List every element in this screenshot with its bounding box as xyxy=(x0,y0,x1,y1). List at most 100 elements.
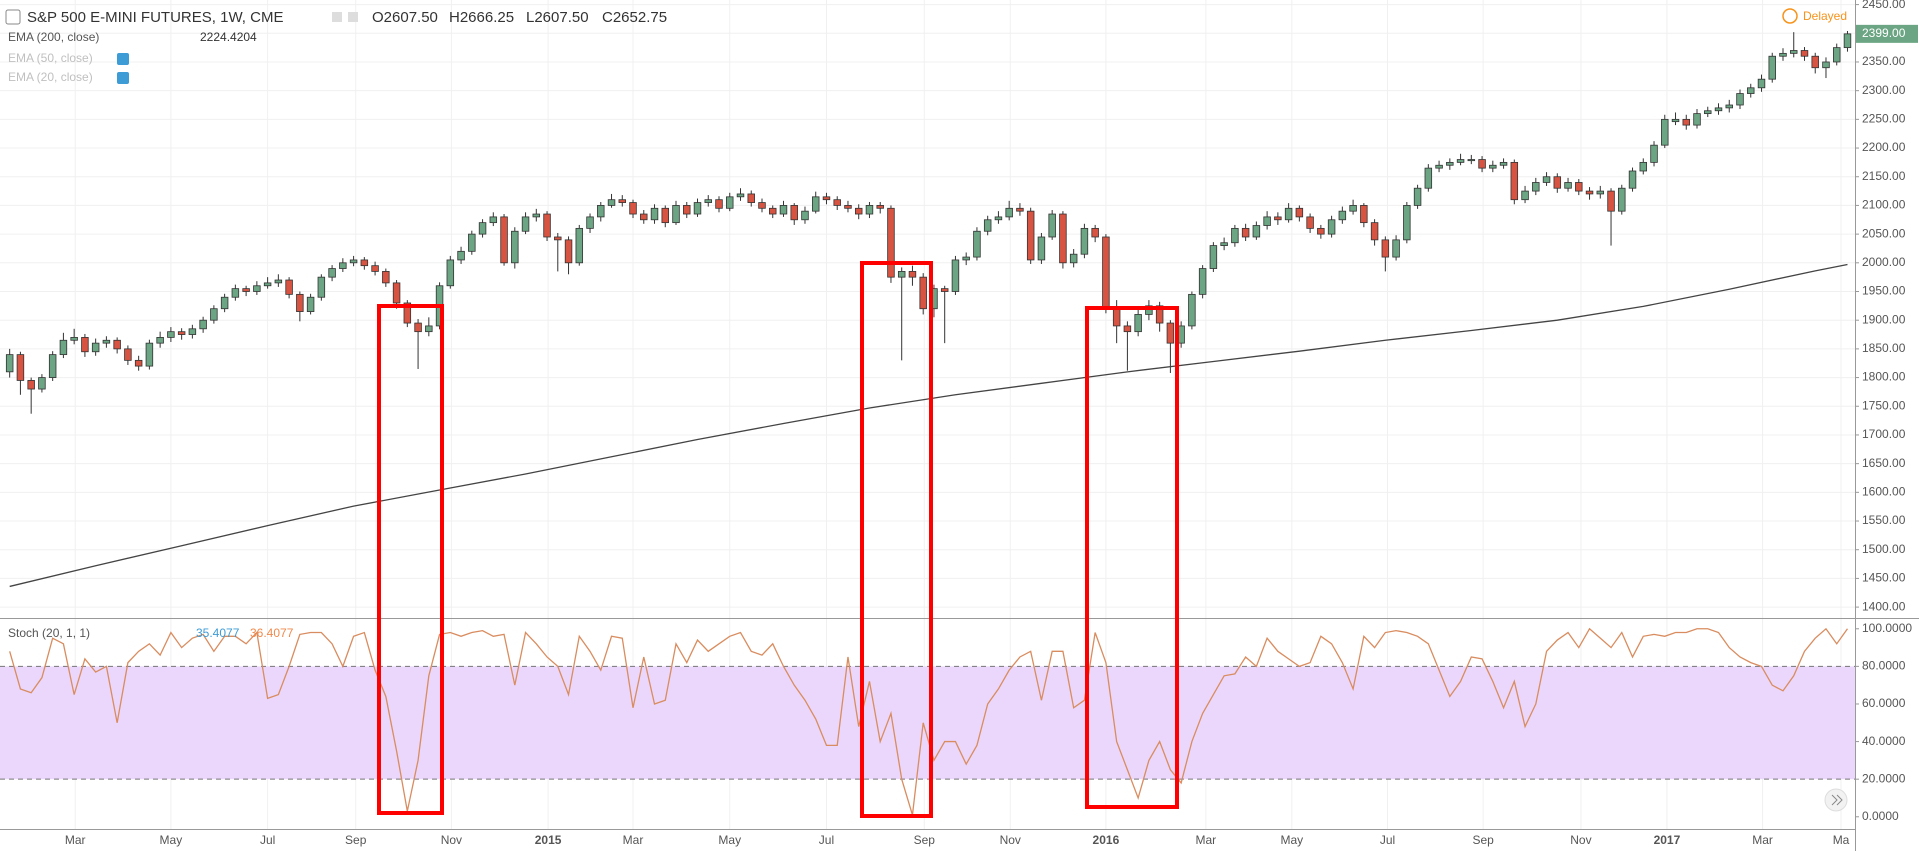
x-tick-label: 2017 xyxy=(1654,833,1681,847)
candle-body xyxy=(1145,305,1153,315)
candle-body xyxy=(1252,225,1261,238)
x-tick-label: Mar xyxy=(1196,833,1217,847)
candle-body xyxy=(1123,325,1132,333)
x-tick-label: Mar xyxy=(65,833,86,847)
open-label: O2607.50 xyxy=(372,9,438,26)
candle-body xyxy=(1661,118,1669,146)
candle-body xyxy=(704,199,712,203)
candle-body xyxy=(586,216,594,229)
candle-body xyxy=(1424,167,1433,189)
candle-body xyxy=(650,207,659,221)
settings-icon[interactable] xyxy=(332,12,342,22)
y-tick-label: 20.0000 xyxy=(1862,771,1906,785)
x-tick-label: 2015 xyxy=(535,833,562,847)
candle-body xyxy=(38,377,46,390)
ema-line xyxy=(9,263,1848,588)
y-tick-label: 40.0000 xyxy=(1862,734,1906,748)
candle-body xyxy=(177,331,186,335)
candle-body xyxy=(1048,213,1056,238)
stoch-line xyxy=(9,627,1849,816)
y-tick-label: 1700.00 xyxy=(1862,427,1906,441)
axes: 1400.00 1450.00 1500.00 1550.00 1600.00 1650.… xyxy=(65,0,1918,847)
candle-body xyxy=(1306,216,1314,229)
y-tick-label: 1650.00 xyxy=(1862,456,1906,470)
candle-body xyxy=(1628,170,1637,189)
candle-body xyxy=(210,308,218,321)
candle-body xyxy=(317,276,326,298)
visibility-icon[interactable] xyxy=(117,53,129,65)
candle-body xyxy=(1263,216,1271,226)
candle-body xyxy=(854,207,863,215)
candle-body xyxy=(1489,164,1497,169)
candle-body xyxy=(1811,55,1819,69)
stoch-band xyxy=(0,666,1855,780)
x-tick-label: May xyxy=(160,833,183,847)
candle-body xyxy=(1403,205,1411,241)
stoch-value: 35.4077 xyxy=(196,626,240,640)
hidden-indicator: EMA (20, close) xyxy=(8,70,93,84)
candle-body xyxy=(1112,308,1121,327)
x-tick-label: May xyxy=(1281,833,1304,847)
candle-body xyxy=(27,380,35,390)
y-tick-label: 2150.00 xyxy=(1862,169,1906,183)
scroll-button[interactable] xyxy=(1824,788,1848,812)
y-tick-label: 2000.00 xyxy=(1862,255,1906,269)
candle-body xyxy=(253,285,261,292)
x-tick-label: Jul xyxy=(819,833,834,847)
candle-body xyxy=(833,199,841,206)
collapse-icon[interactable] xyxy=(5,9,21,25)
x-tick-label: Ma xyxy=(1833,833,1850,847)
candle-body xyxy=(1080,227,1089,255)
plot xyxy=(5,30,1852,816)
y-tick-label: 1900.00 xyxy=(1862,312,1906,326)
candle-body xyxy=(876,205,884,209)
candle-body xyxy=(403,302,412,324)
stoch-title: Stoch (20, 1, 1) xyxy=(8,626,90,640)
candle-body xyxy=(683,205,691,215)
candle-body xyxy=(1467,159,1476,162)
candle-body xyxy=(919,276,927,310)
candle-body xyxy=(1618,187,1626,212)
candle-body xyxy=(1349,205,1357,212)
x-tick-label: Nov xyxy=(441,833,462,847)
candle-body xyxy=(994,216,1003,221)
candle-body xyxy=(629,202,637,215)
grid xyxy=(0,0,1855,829)
candle-body xyxy=(908,271,917,278)
last-price-box xyxy=(1856,24,1918,43)
y-tick-label: 60.0000 xyxy=(1862,696,1906,710)
candle-body xyxy=(1843,33,1852,49)
candle-body xyxy=(1091,227,1099,238)
candle-body xyxy=(134,359,143,367)
candle-body xyxy=(156,337,164,344)
y-tick-label: 80.0000 xyxy=(1862,659,1906,673)
candle-body xyxy=(145,342,154,367)
legend-value: 2224.4204 xyxy=(200,30,257,44)
visibility-icon[interactable] xyxy=(117,72,129,84)
candle-body xyxy=(1532,182,1540,192)
candle-body xyxy=(1155,305,1164,324)
status-label: Delayed xyxy=(1803,9,1847,23)
candle-body xyxy=(382,271,390,284)
candle-body xyxy=(414,322,422,333)
y-tick-label: 1850.00 xyxy=(1862,341,1906,355)
candle-body xyxy=(1392,239,1400,258)
candle-body xyxy=(1188,293,1196,327)
candle-body xyxy=(1736,93,1744,106)
candle-body xyxy=(188,328,197,335)
y-tick-label: 2450.00 xyxy=(1862,0,1906,11)
y-tick-label: 2050.00 xyxy=(1862,226,1906,240)
hide-icon[interactable] xyxy=(348,12,358,22)
candle-body xyxy=(1671,118,1680,123)
candle-body xyxy=(1456,159,1465,163)
last-price-label: 2399.00 xyxy=(1862,26,1906,40)
candle-body xyxy=(1768,55,1776,80)
candle-body xyxy=(521,216,530,232)
candle-body xyxy=(1005,207,1013,218)
candle-body xyxy=(1016,207,1024,212)
x-tick-label: Mar xyxy=(623,833,644,847)
candle-body xyxy=(1499,161,1508,166)
candle-body xyxy=(1779,52,1787,57)
candle-body xyxy=(1134,314,1142,333)
y-tick-label: 1400.00 xyxy=(1862,599,1906,613)
